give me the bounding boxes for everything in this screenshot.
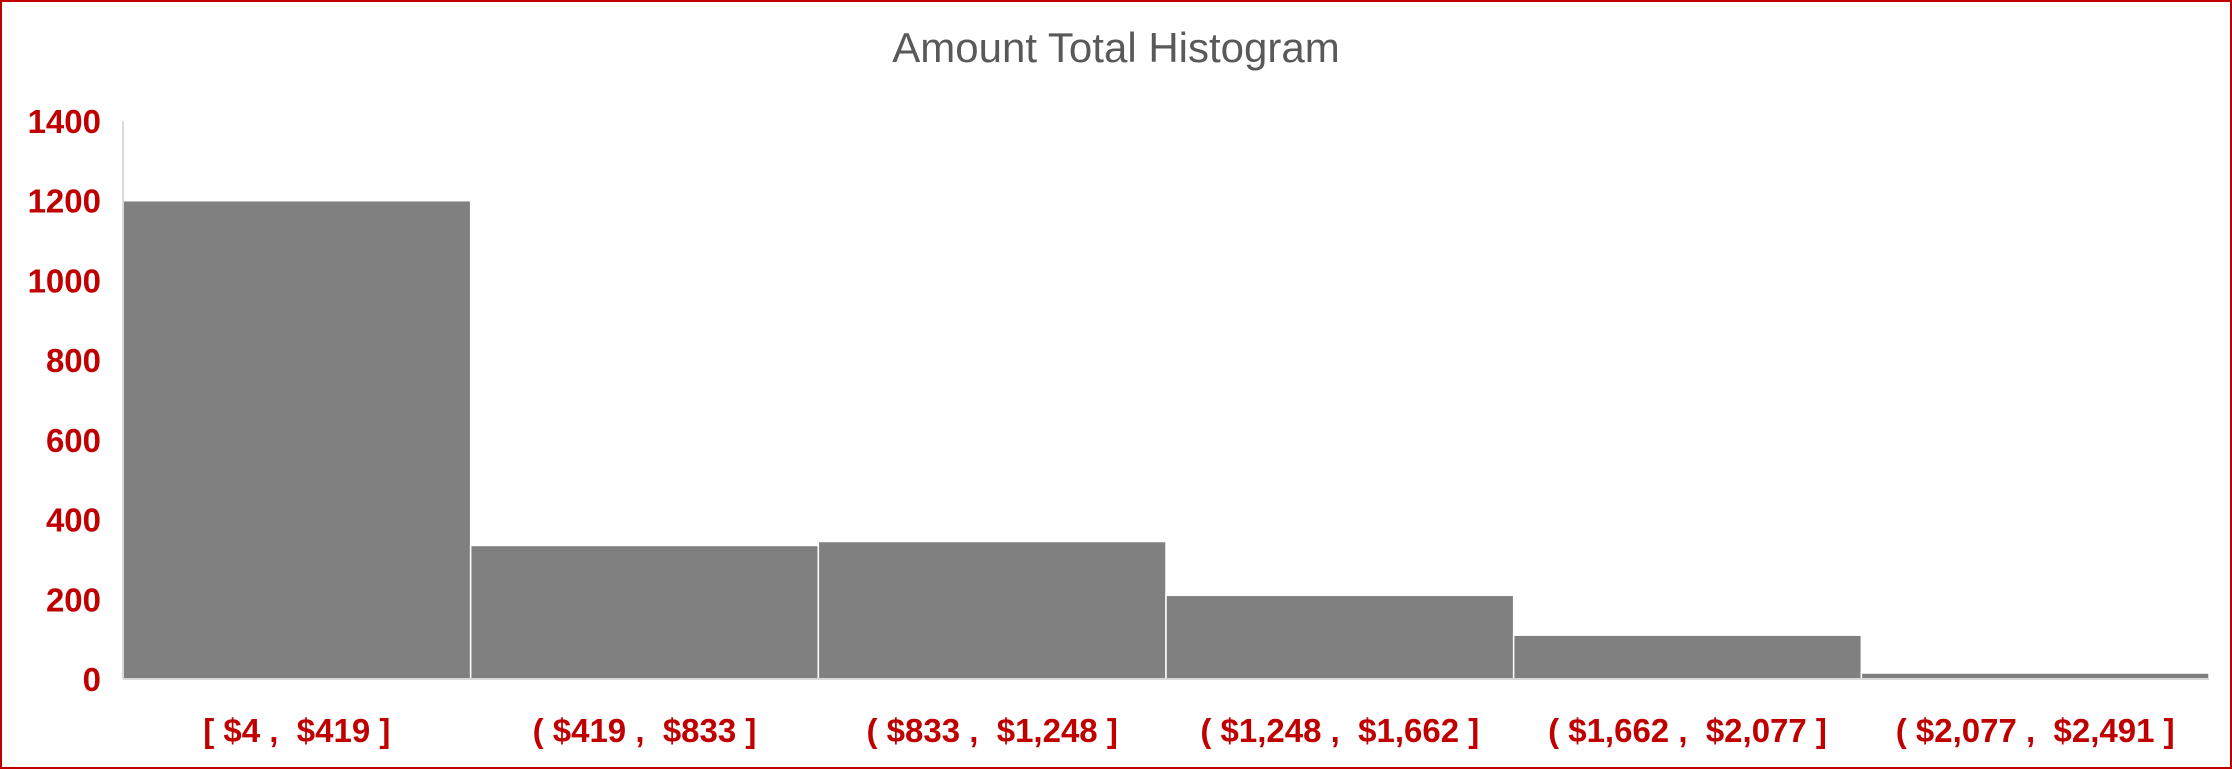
y-tick-label: 0	[83, 661, 101, 698]
x-category-label: ( $1,248 , $1,662 ]	[1200, 712, 1479, 749]
y-tick-label: 800	[46, 342, 101, 379]
bars	[122, 199, 2210, 680]
y-tick-label: 1200	[28, 183, 101, 220]
x-axis-labels: [ $4 , $419 ] ( $419 , $833 ] ( $833 , $1,…	[203, 712, 2174, 749]
x-category-label: ( $833 , $1,248 ]	[866, 712, 1117, 749]
x-category-label: [ $4 , $419 ]	[203, 712, 390, 749]
y-tick-label: 1400	[28, 103, 101, 140]
y-tick-label: 1000	[28, 262, 101, 299]
axes	[122, 121, 2209, 680]
x-category-label: ( $2,077 , $2,491 ]	[1896, 712, 2175, 749]
histogram-bar	[1512, 634, 1863, 680]
y-tick-label: 600	[46, 422, 101, 459]
x-category-label: ( $419 , $833 ]	[533, 712, 757, 749]
histogram-bar	[469, 544, 820, 680]
x-category-label: ( $1,662 , $2,077 ]	[1548, 712, 1827, 749]
histogram-bar	[122, 199, 472, 680]
y-axis-labels: 0 200 400 600 800 1000 1200 1400	[28, 103, 101, 698]
chart-title: Amount Total Histogram	[892, 24, 1340, 71]
histogram-bar	[1165, 594, 1515, 680]
y-tick-label: 200	[46, 581, 101, 618]
y-tick-label: 400	[46, 502, 101, 539]
histogram-bar	[817, 540, 1167, 680]
